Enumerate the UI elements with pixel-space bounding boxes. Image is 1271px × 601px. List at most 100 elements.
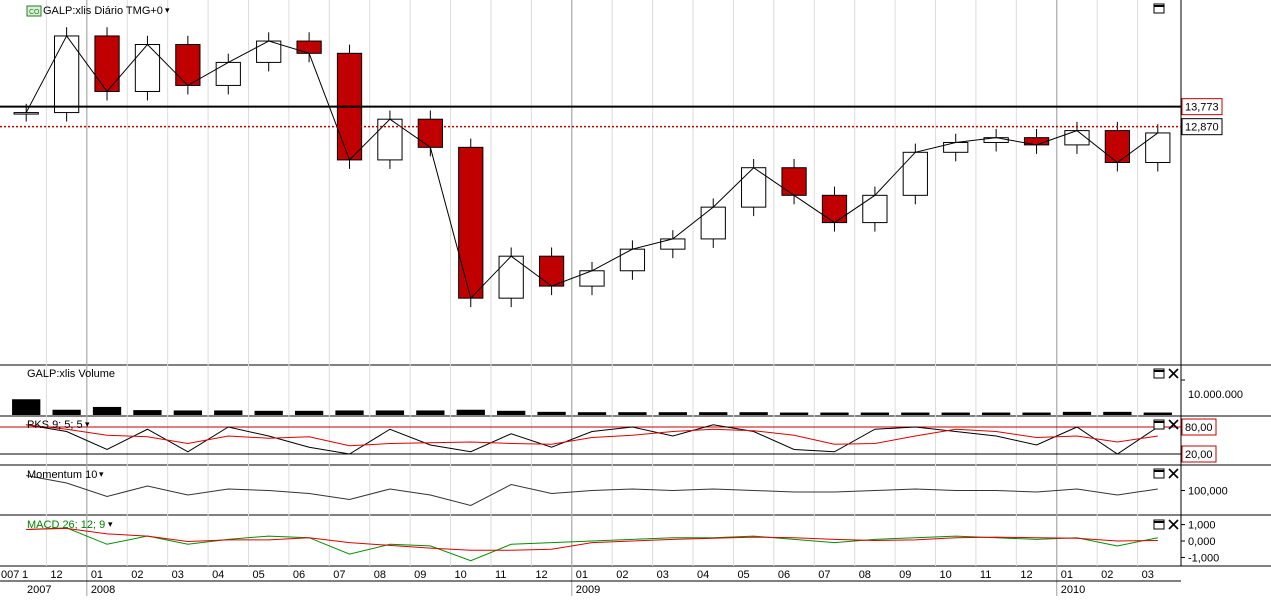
month-label: 09 xyxy=(414,569,426,581)
pks-panel-title[interactable]: PKS 9; 5; 5 xyxy=(27,419,83,431)
price-panel-maximize-button[interactable] xyxy=(1153,3,1165,14)
volume-tick-label: 10.000.000 xyxy=(1188,389,1243,401)
macd-tick-label: -1,000 xyxy=(1188,552,1219,564)
volume-bar xyxy=(860,412,890,415)
year-label: 2008 xyxy=(91,584,115,596)
month-label: 01 xyxy=(576,569,588,581)
price-candle xyxy=(538,255,565,287)
price-candle xyxy=(821,194,848,224)
volume-panel-title[interactable]: GALP:xlis Volume xyxy=(27,368,115,380)
pks-panel-header[interactable]: PKS 9; 5; 5 ▾ xyxy=(27,419,90,431)
price-candle xyxy=(134,44,161,92)
volume-bar xyxy=(739,412,768,415)
volume-bar xyxy=(699,412,728,415)
volume-bar xyxy=(214,410,243,415)
pks-panel-maximize-button[interactable] xyxy=(1153,419,1165,430)
macd-signal-line xyxy=(26,527,1158,551)
chevron-down-icon[interactable]: ▾ xyxy=(85,419,90,429)
volume-bar xyxy=(92,406,122,415)
price-candle xyxy=(619,248,646,272)
chevron-down-icon[interactable]: ▾ xyxy=(99,469,104,479)
volume-bar xyxy=(456,409,485,415)
volume-bar xyxy=(335,410,364,415)
price-candle xyxy=(1145,132,1171,163)
volume-bar xyxy=(618,412,647,415)
month-label: 12 xyxy=(50,569,62,581)
pks-level-tag-label: 20,00 xyxy=(1185,449,1213,461)
volume-bar xyxy=(375,410,405,415)
month-label: 12 xyxy=(1020,569,1032,581)
price-candle xyxy=(579,270,605,287)
month-label: 1 xyxy=(22,569,28,581)
resistance-tag-label: 13,773 xyxy=(1185,102,1219,114)
maximize-icon xyxy=(1153,3,1165,14)
volume-bar xyxy=(294,410,324,415)
price-candle xyxy=(1104,130,1131,163)
volume-bar xyxy=(497,410,526,415)
month-label: 11 xyxy=(980,569,991,581)
volume-bars xyxy=(12,399,1172,415)
price-candle xyxy=(296,40,322,54)
pks-k-line xyxy=(26,424,1159,455)
month-label: 01 xyxy=(1061,569,1073,581)
price-candle xyxy=(175,44,201,86)
price-candle xyxy=(417,118,443,148)
price-candle xyxy=(13,112,39,115)
month-label: 06 xyxy=(293,569,305,581)
pks-level-tag xyxy=(1181,418,1217,436)
pks-panel-close-button[interactable] xyxy=(1168,419,1179,430)
axis-labels: 18,00016,00014,00012,00010,0008,0006,000… xyxy=(1181,379,1243,564)
price-candle xyxy=(700,206,726,240)
maximize-icon xyxy=(1153,468,1165,479)
momentum-panel-close-button[interactable] xyxy=(1168,468,1179,479)
month-label: 02 xyxy=(616,569,628,581)
close-icon xyxy=(1168,519,1179,530)
month-label: 07 xyxy=(333,569,345,581)
volume-bar xyxy=(901,412,930,415)
macd-panel-maximize-button[interactable] xyxy=(1153,519,1165,530)
month-label: 08 xyxy=(859,569,871,581)
momentum-panel-title[interactable]: Momentum 10 xyxy=(27,469,97,481)
chevron-down-icon[interactable]: ▾ xyxy=(108,519,113,529)
month-label: 03 xyxy=(172,569,184,581)
macd-tick-label: 0,000 xyxy=(1188,536,1216,548)
price-candle xyxy=(862,194,888,224)
volume-panel-close-button[interactable] xyxy=(1168,368,1179,379)
volume-bar xyxy=(537,411,566,415)
momentum-panel-maximize-button[interactable] xyxy=(1153,468,1165,479)
price-candle xyxy=(256,40,282,63)
macd-panel-title[interactable]: MACD 26; 12; 9 xyxy=(27,519,105,531)
pks-level-tag xyxy=(1181,445,1217,463)
chevron-down-icon[interactable]: ▾ xyxy=(165,5,170,15)
price-close-line xyxy=(25,35,1159,300)
last-price-tag xyxy=(1181,118,1223,136)
month-label: 11 xyxy=(495,569,506,581)
price-panel-title[interactable]: GALP:xlis Diário TMG+0 xyxy=(43,5,163,17)
year-label: 2009 xyxy=(576,584,600,596)
price-candle xyxy=(902,151,928,196)
momentum-panel-header[interactable]: Momentum 10 ▾ xyxy=(27,469,104,481)
momentum-tick-label: 100,000 xyxy=(1188,486,1228,498)
resistance-tag xyxy=(1181,98,1223,116)
volume-bar xyxy=(779,412,809,415)
volume-bar xyxy=(12,399,41,415)
grid xyxy=(45,0,1139,596)
price-panel-header[interactable]: CO GALP:xlis Diário TMG+0 ▾ xyxy=(26,5,170,17)
month-label: 04 xyxy=(697,569,709,581)
momentum-line xyxy=(26,475,1158,507)
month-label: 02 xyxy=(1101,569,1113,581)
volume-panel-maximize-button[interactable] xyxy=(1153,368,1165,379)
month-label: 02 xyxy=(131,569,143,581)
volume-bar xyxy=(820,412,849,415)
month-label: 10 xyxy=(940,569,952,581)
month-label: 05 xyxy=(737,569,749,581)
volume-bar xyxy=(941,412,970,415)
pks-d-line xyxy=(26,424,1158,447)
macd-panel-header[interactable]: MACD 26; 12; 9 ▾ xyxy=(27,519,113,531)
price-candle xyxy=(660,238,686,250)
month-label: 08 xyxy=(374,569,386,581)
month-label: 12 xyxy=(535,569,547,581)
month-label: 03 xyxy=(1142,569,1154,581)
macd-panel-close-button[interactable] xyxy=(1168,519,1179,530)
